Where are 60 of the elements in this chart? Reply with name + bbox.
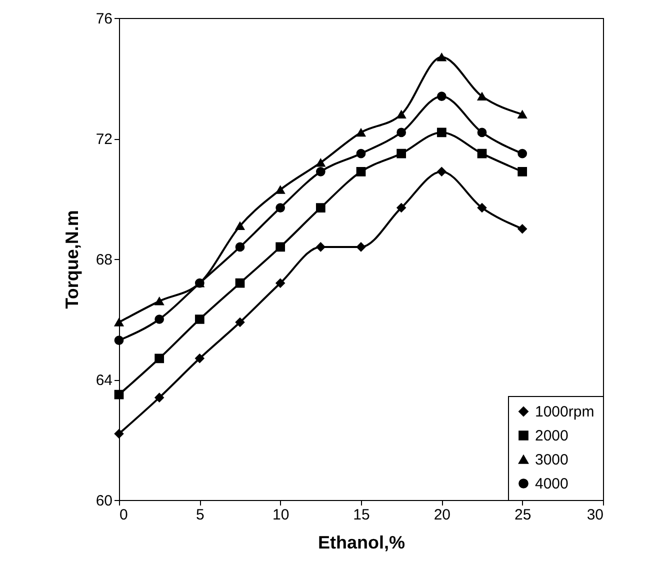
x-tick-label: 5 bbox=[196, 506, 204, 524]
point bbox=[518, 224, 528, 234]
point bbox=[276, 186, 286, 194]
point bbox=[235, 318, 245, 327]
point bbox=[477, 128, 487, 138]
y-tick-label: 60 bbox=[96, 492, 112, 510]
x-tick-label: 30 bbox=[586, 506, 604, 524]
point bbox=[114, 429, 124, 438]
point bbox=[396, 203, 406, 212]
point bbox=[276, 203, 286, 212]
point bbox=[436, 92, 446, 101]
point bbox=[316, 158, 326, 167]
point bbox=[154, 297, 164, 306]
legend-label: 4000 bbox=[535, 476, 568, 492]
x-tick-label: 0 bbox=[120, 506, 128, 524]
point bbox=[396, 110, 406, 119]
legend-label: 1000rpm bbox=[535, 404, 594, 420]
y-tick-label: 68 bbox=[96, 252, 112, 268]
point bbox=[276, 242, 286, 252]
point bbox=[235, 242, 245, 252]
point bbox=[276, 278, 286, 288]
point bbox=[235, 278, 245, 288]
point bbox=[518, 110, 528, 119]
point bbox=[436, 128, 446, 138]
point bbox=[194, 314, 204, 324]
point bbox=[114, 390, 124, 400]
point bbox=[114, 336, 124, 346]
point bbox=[154, 354, 164, 364]
point bbox=[356, 242, 366, 252]
point bbox=[477, 203, 487, 212]
point bbox=[356, 148, 366, 158]
point bbox=[477, 92, 487, 100]
y-tick-label: 76 bbox=[96, 10, 112, 28]
y-axis-title: Torque,N.m bbox=[62, 210, 82, 309]
point bbox=[316, 242, 326, 252]
x-tick-label: 15 bbox=[353, 506, 370, 524]
x-tick-label: 20 bbox=[434, 506, 451, 524]
legend-label: 3000 bbox=[535, 452, 568, 468]
point bbox=[316, 203, 326, 212]
point bbox=[194, 354, 204, 364]
point bbox=[518, 166, 528, 176]
y-tick-label: 72 bbox=[96, 131, 112, 148]
y-tick-label: 64 bbox=[96, 372, 112, 389]
point bbox=[477, 148, 487, 158]
point bbox=[396, 148, 406, 158]
point bbox=[436, 53, 446, 62]
point bbox=[154, 314, 164, 324]
point bbox=[114, 318, 124, 326]
legend-label: 2000 bbox=[535, 428, 568, 444]
point bbox=[436, 166, 446, 176]
point bbox=[316, 166, 326, 176]
point bbox=[396, 128, 406, 138]
point bbox=[518, 148, 528, 158]
x-tick-label: 25 bbox=[514, 506, 532, 524]
point bbox=[235, 222, 245, 230]
point bbox=[154, 392, 164, 402]
x-axis-title: Ethanol,% bbox=[318, 532, 406, 552]
x-tick-label: 10 bbox=[272, 506, 290, 524]
point bbox=[356, 128, 366, 137]
point bbox=[356, 166, 366, 176]
